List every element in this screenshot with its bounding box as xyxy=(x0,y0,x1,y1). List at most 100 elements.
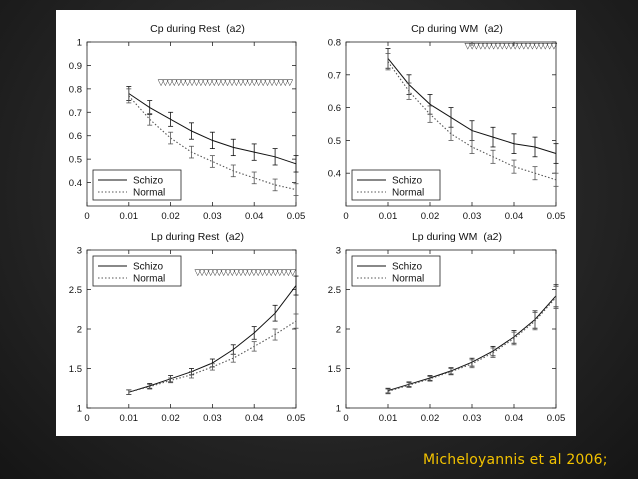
significance-marker: ▽ xyxy=(281,267,288,277)
significance-marker: ▽ xyxy=(508,40,515,50)
chart-title: Cp during WM (a2) xyxy=(411,23,503,35)
x-tick-label: 0 xyxy=(84,211,89,222)
panel-3: Lp during Rest (a2) 0 0.01 0.02 0.03 0.04 0.05 1… xyxy=(69,231,305,424)
significance-marker: ▽ xyxy=(242,77,249,87)
error-bar-normal xyxy=(448,126,454,141)
y-tick-label: 2 xyxy=(77,325,82,336)
significance-marker: ▽ xyxy=(220,77,227,87)
x-tick-label: 0.01 xyxy=(379,211,398,222)
x-tick-label: 0.05 xyxy=(547,413,566,424)
legend-box xyxy=(351,169,441,201)
legend-label-schizo: Schizo xyxy=(133,176,163,187)
significance-marker: ▽ xyxy=(251,267,258,277)
significance-marker: ▽ xyxy=(225,267,232,277)
error-bar-normal xyxy=(168,377,174,384)
significance-marker: ▽ xyxy=(495,40,502,50)
error-bar-schizo xyxy=(168,111,174,127)
chart-title: Lp during Rest (a2) xyxy=(151,231,244,243)
error-bar-normal xyxy=(490,149,496,164)
y-tick-label: 0.7 xyxy=(69,108,82,119)
error-bar-normal xyxy=(469,139,475,154)
series-line-schizo xyxy=(387,295,557,392)
significance-marker: ▽ xyxy=(184,77,191,87)
significance-marker: ▽ xyxy=(158,77,165,87)
panel-4: Lp during WM (a2) 0 0.01 0.02 0.03 0.04 0.05 1 1.… xyxy=(328,231,565,424)
legend-label-normal: Normal xyxy=(133,188,165,199)
series-line-normal xyxy=(387,297,557,392)
error-bar-normal xyxy=(448,368,454,376)
significance-marker: ▽ xyxy=(259,267,266,277)
significance-markers: ▽▽▽▽▽▽▽▽▽▽▽▽▽▽▽▽▽▽▽▽▽ xyxy=(465,40,558,50)
error-bar-normal xyxy=(427,105,433,123)
significance-markers: ▽▽▽▽▽▽▽▽▽▽▽▽▽▽▽▽▽▽▽▽▽▽▽▽▽▽▽▽▽▽ xyxy=(158,77,294,87)
chart-title-main: Cp during WM xyxy=(411,23,478,35)
error-bar-normal xyxy=(126,88,132,104)
significance-marker: ▽ xyxy=(180,77,187,87)
significance-marker: ▽ xyxy=(251,77,258,87)
significance-marker: ▽ xyxy=(264,267,271,277)
significance-marker: ▽ xyxy=(224,77,231,87)
y-tick-label: 1.5 xyxy=(328,364,341,375)
significance-marker: ▽ xyxy=(207,77,214,87)
significance-marker: ▽ xyxy=(211,77,218,87)
error-bar-normal xyxy=(469,359,475,369)
chart-title-main: Lp during Rest xyxy=(151,231,219,243)
error-bar-normal xyxy=(385,388,391,395)
error-bar-normal xyxy=(168,131,174,145)
significance-marker: ▽ xyxy=(276,267,283,277)
x-tick-label: 0.04 xyxy=(245,211,264,222)
y-tick-label: 2 xyxy=(336,325,341,336)
error-bar-schizo xyxy=(293,155,299,173)
error-bar-normal xyxy=(511,331,517,346)
significance-marker: ▽ xyxy=(193,77,200,87)
significance-marker: ▽ xyxy=(255,77,262,87)
significance-marker: ▽ xyxy=(272,267,279,277)
y-tick-label: 1 xyxy=(77,38,82,49)
error-bar-schizo xyxy=(490,126,496,148)
figure-panel: Cp during Rest (a2) 0 0.01 0.02 0.03 0.04 0.05 0… xyxy=(56,10,576,436)
error-bar-schizo xyxy=(251,326,257,340)
significance-marker: ▽ xyxy=(242,267,249,277)
x-tick-label: 0 xyxy=(343,211,348,222)
error-bar-schizo xyxy=(147,100,153,116)
chart-title-suffix: (a2) xyxy=(484,23,503,35)
chart-title-main: Lp during WM xyxy=(412,231,477,243)
x-tick-label: 0 xyxy=(84,413,89,424)
significance-marker: ▽ xyxy=(538,40,545,50)
error-bar-normal xyxy=(532,312,538,331)
significance-marker: ▽ xyxy=(285,267,292,277)
legend-label-schizo: Schizo xyxy=(392,262,422,273)
error-bar-normal xyxy=(230,353,236,363)
error-bar-schizo xyxy=(553,143,559,164)
x-tick-label: 0.01 xyxy=(120,211,139,222)
error-bar-normal xyxy=(532,166,538,181)
significance-marker: ▽ xyxy=(194,267,201,277)
error-bar-normal xyxy=(189,371,194,379)
x-tick-label: 0.02 xyxy=(161,211,180,222)
caption-citation: Micheloyannis et al 2006; xyxy=(423,452,608,468)
error-bar-normal xyxy=(126,389,132,395)
chart-title-suffix: (a2) xyxy=(483,231,502,243)
error-bar-schizo xyxy=(230,138,236,157)
error-bar-schizo xyxy=(293,275,299,296)
chart-title: Lp during WM (a2) xyxy=(412,231,502,243)
significance-marker: ▽ xyxy=(229,77,236,87)
legend-box xyxy=(92,255,182,287)
significance-marker: ▽ xyxy=(465,40,472,50)
x-tick-label: 0.03 xyxy=(203,413,222,424)
significance-marker: ▽ xyxy=(473,40,480,50)
y-tick-label: 1 xyxy=(336,404,341,415)
y-tick-label: 0.4 xyxy=(69,178,82,189)
legend-label-normal: Normal xyxy=(133,274,165,285)
error-bar-normal xyxy=(147,383,153,390)
significance-marker: ▽ xyxy=(482,40,489,50)
significance-markers: ▽▽▽▽▽▽▽▽▽▽▽▽▽▽▽▽▽▽▽▽▽▽▽ xyxy=(194,267,296,277)
y-tick-label: 2.5 xyxy=(328,285,341,296)
axes-frame xyxy=(86,41,297,207)
error-bar-normal xyxy=(553,285,559,309)
y-tick-label: 0.7 xyxy=(328,70,341,81)
x-tick-label: 0.03 xyxy=(203,211,222,222)
y-tick-label: 1.5 xyxy=(69,364,82,375)
